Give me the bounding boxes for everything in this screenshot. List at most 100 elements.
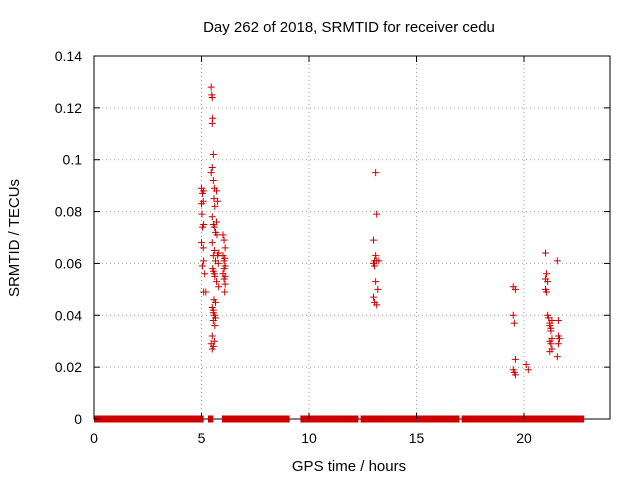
data-point [547, 327, 555, 335]
data-point [555, 335, 563, 343]
data-point [210, 195, 218, 203]
data-point [524, 366, 532, 374]
grid-lines [94, 56, 610, 419]
data-point [199, 197, 207, 205]
data-point [546, 348, 554, 356]
plot-frame [93, 55, 611, 420]
data-point [220, 265, 228, 273]
data-point [372, 169, 380, 177]
data-point [510, 319, 518, 327]
y-axis-label: SRMTID / TECUs [6, 179, 23, 297]
data-point [207, 169, 215, 177]
y-tick-label: 0.14 [55, 48, 82, 64]
data-point [214, 259, 222, 267]
data-point [211, 202, 219, 210]
data-point [199, 262, 207, 270]
data-point [548, 316, 556, 324]
data-point [211, 322, 219, 330]
axes-frame [93, 55, 611, 420]
data-point [221, 244, 229, 252]
data-point [372, 278, 380, 286]
y-tick-label: 0.06 [55, 255, 82, 271]
data-point [370, 293, 377, 301]
data-point [213, 187, 221, 195]
data-point [543, 270, 551, 278]
data-point [207, 340, 215, 348]
data-point [200, 187, 208, 195]
data-point [547, 340, 555, 348]
data-point [198, 239, 205, 247]
x-tick-label: 10 [301, 430, 317, 446]
data-point [372, 252, 380, 260]
data-point [214, 197, 222, 205]
zero-marker-band [300, 415, 359, 423]
data-point [213, 218, 221, 226]
zero-marker-band [360, 415, 460, 423]
data-point [221, 280, 229, 288]
data-point [373, 301, 381, 309]
data-point [219, 231, 227, 239]
y-tick-label: 0.02 [55, 359, 82, 375]
data-point [208, 213, 216, 221]
data-point [554, 340, 562, 348]
data-point [209, 316, 217, 324]
data-point [199, 223, 207, 231]
data-point [374, 285, 382, 293]
zero-marker-band [461, 415, 585, 423]
data-point [210, 223, 218, 231]
data-point [200, 257, 208, 265]
y-tick-label: 0.08 [55, 204, 82, 220]
data-point [209, 151, 217, 159]
data-point [209, 267, 217, 275]
data-point [221, 272, 229, 280]
data-point [213, 278, 221, 286]
x-tick-label: 0 [90, 430, 98, 446]
data-point [373, 210, 381, 218]
data-point [208, 163, 216, 171]
x-axis-label: GPS time / hours [292, 458, 406, 475]
x-tick-label: 15 [409, 430, 425, 446]
data-point [553, 353, 561, 361]
zero-marker-band [94, 415, 204, 423]
y-tick-label: 0.12 [55, 100, 82, 116]
data-point [211, 272, 219, 280]
data-point [544, 278, 552, 286]
data-point [509, 311, 517, 319]
data-point [211, 298, 219, 306]
data-point [546, 322, 554, 330]
data-point [215, 283, 223, 291]
data-point [522, 361, 530, 369]
data-point [208, 239, 216, 247]
data-point [220, 236, 228, 244]
data-point [209, 306, 217, 314]
data-point [553, 257, 561, 265]
data-point [208, 345, 216, 353]
data-point [370, 236, 377, 244]
data-point [511, 371, 519, 379]
data-point [208, 119, 216, 127]
data-point [213, 231, 221, 239]
data-point [209, 176, 217, 184]
data-point [543, 288, 551, 296]
data-points [198, 83, 563, 379]
tick-marks: 0 5 10 15 20 0 0.02 0.04 0.06 0.08 0.1 0.12 0.14 [55, 48, 610, 446]
y-tick-label: 0 [74, 411, 82, 427]
data-point [554, 316, 562, 324]
x-tick-label: 20 [516, 430, 532, 446]
zero-value-markers [94, 415, 585, 423]
data-point [208, 332, 216, 340]
y-tick-label: 0.04 [55, 307, 82, 323]
data-point [202, 288, 210, 296]
data-point [542, 249, 549, 257]
y-tick-label: 0.1 [63, 152, 83, 168]
data-point [511, 285, 519, 293]
data-point [220, 257, 228, 265]
data-point [199, 244, 207, 252]
zero-marker-band [207, 415, 214, 423]
data-point [221, 288, 229, 296]
zero-marker-band [221, 415, 290, 423]
data-point [198, 210, 206, 218]
x-tick-label: 5 [198, 430, 206, 446]
